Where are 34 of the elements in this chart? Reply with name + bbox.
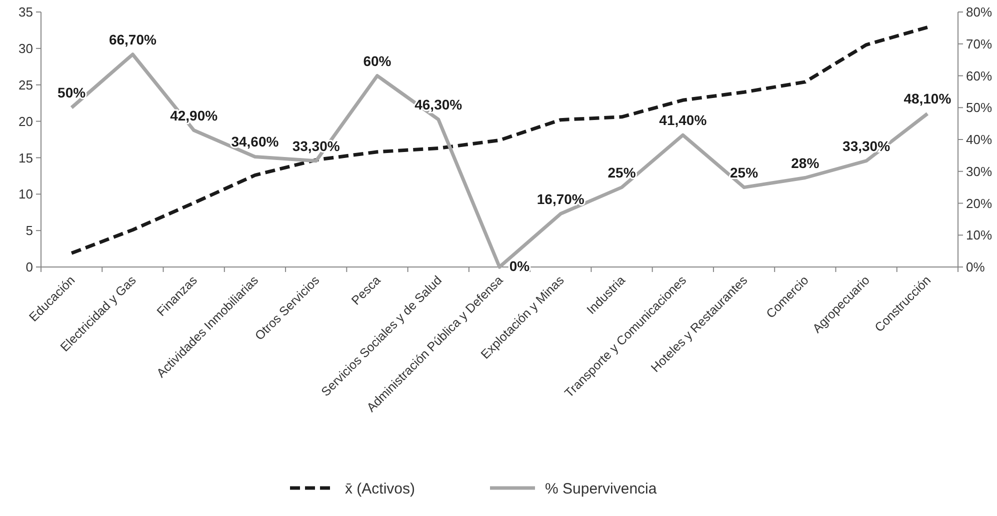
legend-label: x̄ (Activos)	[345, 480, 416, 498]
y2-tick-label: 80%	[966, 4, 992, 20]
y-tick-label: 35	[18, 4, 33, 20]
data-label: 16,70%	[536, 190, 585, 207]
y2-tick-label: 70%	[966, 36, 992, 52]
data-label: 28%	[791, 154, 820, 171]
data-label: 34,60%	[231, 134, 280, 150]
data-label: 33,30%	[842, 138, 891, 154]
y2-tick-label: 30%	[966, 164, 992, 179]
data-label: 25%	[608, 164, 636, 180]
y-tick-label: 5	[26, 223, 33, 238]
data-label: 48,10%	[904, 90, 952, 107]
y2-tick-label: 0%	[966, 260, 986, 275]
y2-tick-label: 10%	[966, 228, 992, 243]
data-label: 25%	[730, 164, 759, 180]
data-label: 46,30%	[414, 96, 463, 112]
data-label: 50%	[58, 84, 86, 101]
data-label: 0%	[509, 258, 530, 274]
y-tick-label: 15	[18, 150, 33, 166]
y2-tick-label: 60%	[966, 68, 992, 84]
y-tick-label: 10	[18, 186, 33, 202]
data-label: 42,90%	[170, 107, 218, 124]
y2-tick-label: 20%	[966, 196, 992, 211]
data-label: 33,30%	[292, 138, 340, 154]
data-label: 66,70%	[108, 31, 157, 48]
y-tick-label: 0	[26, 260, 33, 275]
legend-label: % Supervivencia	[545, 480, 658, 498]
data-label: 41,40%	[659, 112, 708, 128]
y-tick-label: 30	[18, 40, 33, 56]
data-label: 60%	[363, 52, 392, 69]
y-tick-label: 25	[18, 77, 33, 92]
y2-tick-label: 50%	[966, 100, 992, 116]
y-tick-label: 20	[18, 114, 33, 129]
y2-tick-label: 40%	[966, 132, 992, 148]
